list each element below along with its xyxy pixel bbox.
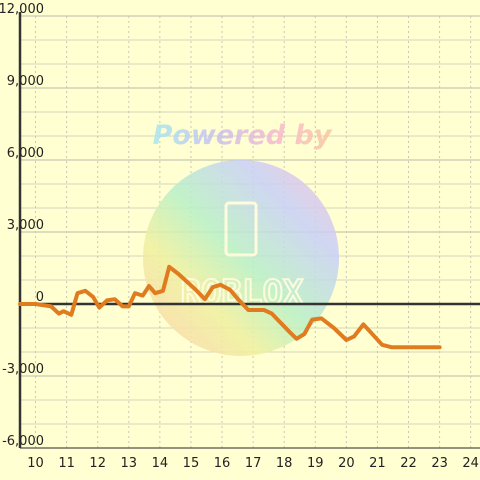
y-tick-label: 6,000 (7, 146, 44, 161)
x-tick-label: 19 (307, 456, 324, 471)
y-tick-label: 3,000 (7, 218, 44, 233)
x-tick-label: 21 (369, 456, 386, 471)
series (18, 264, 442, 350)
series-line (18, 264, 442, 350)
watermark-logo-icon (224, 201, 258, 257)
x-tick-label: 12 (89, 456, 106, 471)
y-tick-label: -6,000 (2, 434, 44, 449)
x-tick-label: 18 (276, 456, 293, 471)
x-tick-label: 13 (121, 456, 138, 471)
watermark-circle (143, 160, 339, 356)
x-tick-label: 10 (27, 456, 44, 471)
watermark-text: Powered by (153, 120, 333, 151)
y-tick-label: -3,000 (2, 362, 44, 377)
y-tick-label: 12,000 (0, 2, 44, 17)
x-tick-label: 17 (245, 456, 262, 471)
x-tick-label: 20 (338, 456, 355, 471)
x-tick-label: 14 (152, 456, 169, 471)
x-tick-label: 23 (431, 456, 448, 471)
x-tick-label: 16 (214, 456, 231, 471)
x-tick-label: 11 (58, 456, 75, 471)
x-tick-label: 24 (462, 456, 479, 471)
tick-labels: -6,000 -3,000 0 3,000 6,000 9,000 12,000 10 11 12… (0, 2, 479, 471)
watermark: Powered by ROBLOX (143, 120, 339, 356)
x-tick-label: 22 (400, 456, 417, 471)
y-tick-label: 0 (36, 290, 44, 305)
y-tick-label: 9,000 (7, 74, 44, 89)
x-tick-label: 15 (183, 456, 200, 471)
